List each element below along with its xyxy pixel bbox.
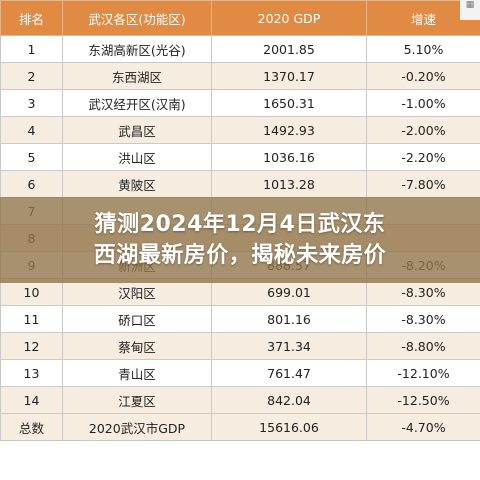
district-cell: 硚口区 (62, 305, 212, 333)
headline-line-1: 猜测2024年12月4日武汉东 (94, 212, 386, 237)
growth-cell: -12.50% (366, 386, 480, 414)
table-total-row: 总数 2020武汉市GDP 15616.06 -4.70% (0, 413, 480, 441)
growth-cell: 5.10% (366, 35, 480, 63)
header-district: 武汉各区(功能区) (62, 0, 212, 36)
table-row: 13 青山区 761.47 -12.10% (0, 359, 480, 387)
rank-cell: 5 (0, 143, 63, 171)
district-cell: 青山区 (62, 359, 212, 387)
rank-cell: 14 (0, 386, 63, 414)
rank-cell: 6 (0, 170, 63, 198)
header-rank: 排名 (0, 0, 63, 36)
gdp-cell: 371.34 (211, 332, 367, 360)
rank-cell: 4 (0, 116, 63, 144)
total-district-cell: 2020武汉市GDP (62, 413, 212, 441)
growth-cell: -1.00% (366, 89, 480, 117)
total-growth-cell: -4.70% (366, 413, 480, 441)
growth-cell: -8.30% (366, 305, 480, 333)
headline-line-2: 西湖最新房价，揭秘未来房价 (93, 243, 387, 268)
gdp-cell: 1650.31 (211, 89, 367, 117)
rank-cell: 1 (0, 35, 63, 63)
district-cell: 东湖高新区(光谷) (62, 35, 212, 63)
gdp-cell: 1492.93 (211, 116, 367, 144)
gdp-cell: 1370.17 (211, 62, 367, 90)
growth-cell: -2.20% (366, 143, 480, 171)
growth-cell: -2.00% (366, 116, 480, 144)
growth-cell: -12.10% (366, 359, 480, 387)
district-cell: 黄陂区 (62, 170, 212, 198)
headline-overlay: 猜测2024年12月4日武汉东 西湖最新房价，揭秘未来房价 (0, 197, 480, 283)
table-row: 4 武昌区 1492.93 -2.00% (0, 116, 480, 144)
gdp-cell: 2001.85 (211, 35, 367, 63)
table-row: 5 洪山区 1036.16 -2.20% (0, 143, 480, 171)
table-row: 2 东西湖区 1370.17 -0.20% (0, 62, 480, 90)
rank-cell: 2 (0, 62, 63, 90)
district-cell: 武汉经开区(汉南) (62, 89, 212, 117)
district-cell: 洪山区 (62, 143, 212, 171)
table-row: 14 江夏区 842.04 -12.50% (0, 386, 480, 414)
table-row: 12 蔡甸区 371.34 -8.80% (0, 332, 480, 360)
total-rank-cell: 总数 (0, 413, 63, 441)
total-gdp-cell: 15616.06 (211, 413, 367, 441)
header-gdp: 2020 GDP (211, 0, 367, 36)
district-cell: 东西湖区 (62, 62, 212, 90)
district-cell: 武昌区 (62, 116, 212, 144)
rank-cell: 3 (0, 89, 63, 117)
gdp-cell: 842.04 (211, 386, 367, 414)
rank-cell: 11 (0, 305, 63, 333)
district-cell: 江夏区 (62, 386, 212, 414)
growth-cell: -8.80% (366, 332, 480, 360)
table-row: 11 硚口区 801.16 -8.30% (0, 305, 480, 333)
growth-cell: -0.20% (366, 62, 480, 90)
table-row: 6 黄陂区 1013.28 -7.80% (0, 170, 480, 198)
table-row: 1 东湖高新区(光谷) 2001.85 5.10% (0, 35, 480, 63)
district-cell: 蔡甸区 (62, 332, 212, 360)
rank-cell: 13 (0, 359, 63, 387)
gdp-cell: 1036.16 (211, 143, 367, 171)
gdp-cell: 1013.28 (211, 170, 367, 198)
table-row: 3 武汉经开区(汉南) 1650.31 -1.00% (0, 89, 480, 117)
gdp-cell: 761.47 (211, 359, 367, 387)
qr-code-icon: ▦ (460, 0, 480, 20)
gdp-cell: 801.16 (211, 305, 367, 333)
rank-cell: 12 (0, 332, 63, 360)
table-header-row: 排名 武汉各区(功能区) 2020 GDP 增速 (0, 0, 480, 36)
growth-cell: -7.80% (366, 170, 480, 198)
